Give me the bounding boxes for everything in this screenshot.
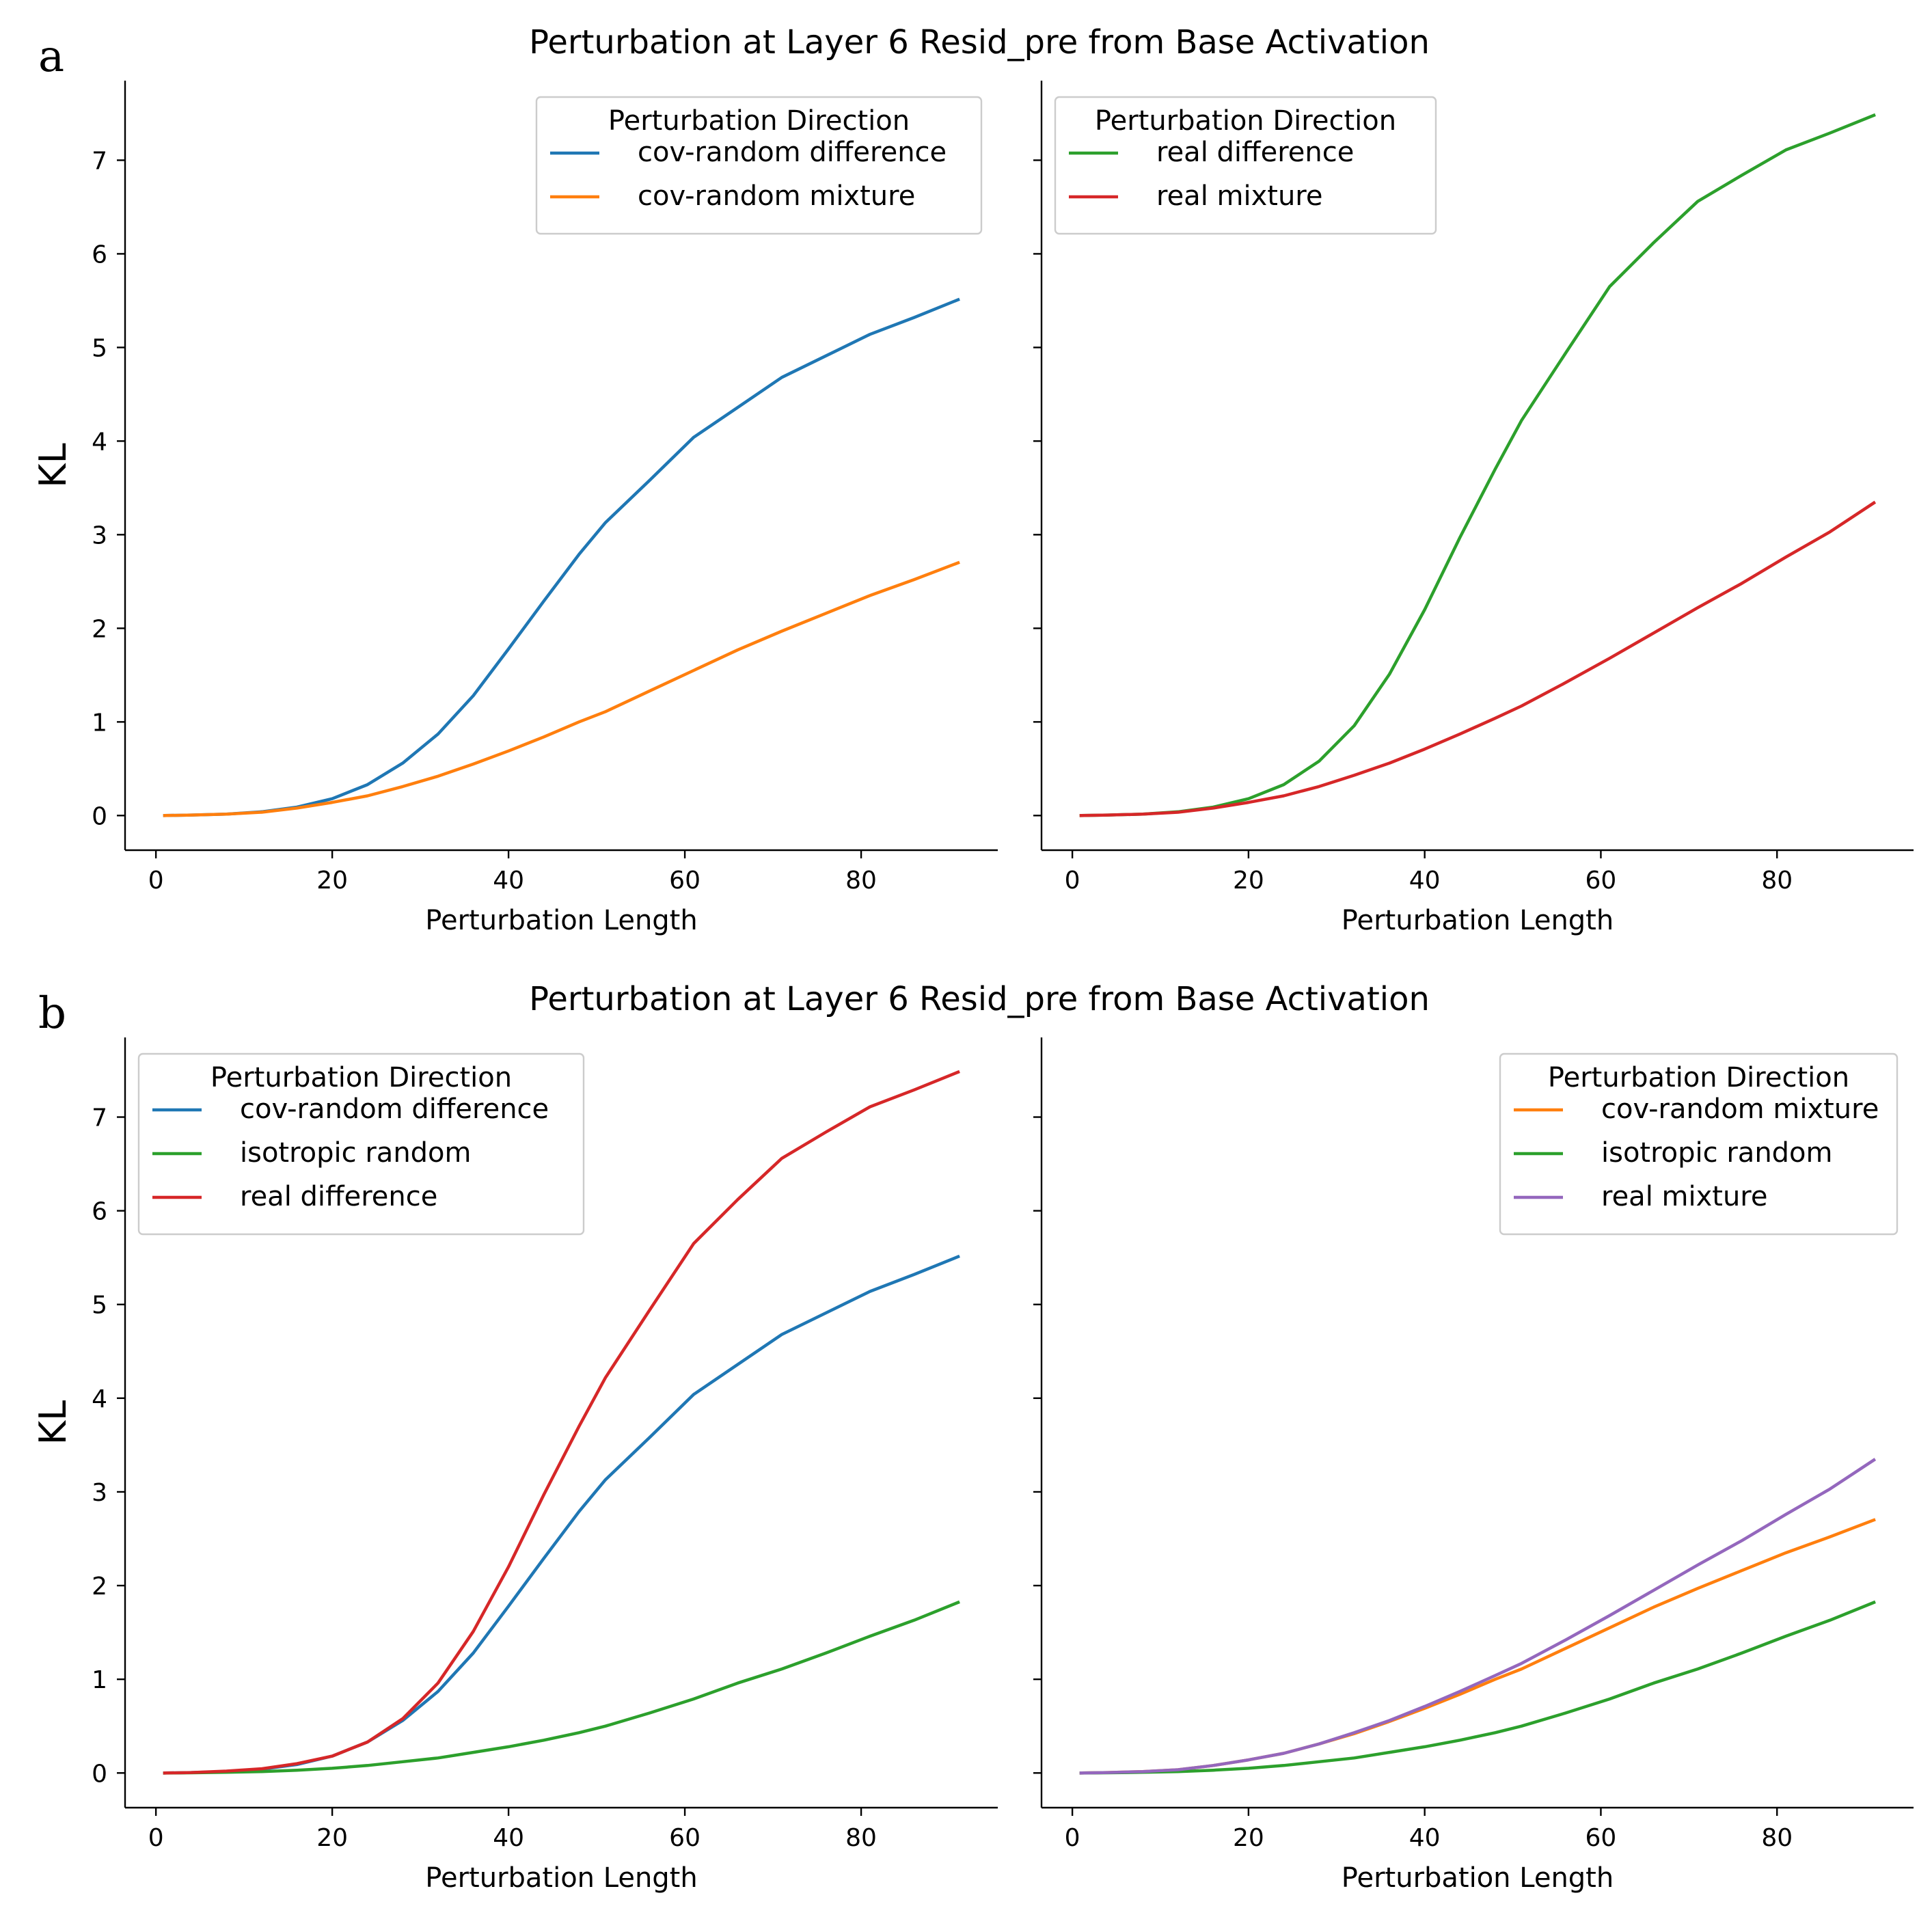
legend-entry-label: real mixture — [1156, 180, 1322, 212]
y-tick-label: 3 — [92, 521, 107, 549]
legend-entry-label: isotropic random — [1601, 1137, 1833, 1169]
legend-title: Perturbation Direction — [210, 1062, 512, 1093]
y-tick-label: 1 — [92, 1666, 107, 1694]
legend-title: Perturbation Direction — [608, 105, 910, 137]
x-tick-label: 40 — [493, 867, 524, 895]
x-tick-label: 60 — [669, 1824, 700, 1852]
y-tick-label: 6 — [92, 241, 107, 269]
series-line-isotropic-random — [1079, 1600, 1876, 1775]
x-tick-label: 20 — [316, 1824, 348, 1852]
series-line-real-mixture — [1079, 500, 1877, 817]
y-tick-label: 4 — [92, 428, 107, 456]
y-tick-label: 7 — [92, 1104, 107, 1132]
series-line-cov-random-mixture — [163, 560, 960, 817]
x-tick-label: 20 — [1233, 867, 1264, 895]
x-tick-label: 80 — [845, 1824, 877, 1852]
x-tick-label: 60 — [669, 867, 700, 895]
y-tick-label: 5 — [92, 334, 107, 362]
x-tick-label: 60 — [1586, 867, 1617, 895]
y-axis-label: KL — [31, 443, 74, 488]
y-axis-label: KL — [31, 1400, 74, 1445]
x-axis-label: Perturbation Length — [425, 905, 697, 936]
chart-a-left: 0 20 40 60 80 0 1 2 3 4 5 6 7 Perturbation Length KL Pe… — [31, 81, 998, 936]
x-tick-label: 20 — [316, 867, 348, 895]
x-tick-label: 80 — [1761, 867, 1793, 895]
y-tick-label: 6 — [92, 1198, 107, 1226]
legend-title: Perturbation Direction — [1548, 1062, 1849, 1093]
legend-entry-label: real difference — [240, 1181, 437, 1212]
legend-frame — [535, 96, 983, 235]
legend-frame — [1499, 1052, 1899, 1236]
x-tick-label: 0 — [1065, 1824, 1080, 1852]
legend-entry-label: isotropic random — [240, 1137, 472, 1169]
legend-entry-label: cov-random difference — [638, 137, 947, 168]
legend-frame — [137, 1052, 585, 1236]
panel-letter-a: a — [38, 31, 64, 82]
y-tick-label: 4 — [92, 1385, 107, 1413]
y-tick-label: 3 — [92, 1479, 107, 1507]
y-tick-label: 0 — [92, 1760, 107, 1788]
legend-entry-label: cov-random mixture — [638, 180, 915, 212]
suptitle-b: Perturbation at Layer 6 Resid_pre from B… — [529, 980, 1430, 1018]
y-tick-label: 2 — [92, 615, 107, 643]
legend-entry-label: cov-random difference — [240, 1093, 549, 1125]
x-tick-label: 40 — [493, 1824, 524, 1852]
x-tick-label: 0 — [148, 867, 164, 895]
x-axis-label: Perturbation Length — [1342, 1862, 1614, 1894]
panel-letter-b: b — [38, 988, 66, 1039]
x-axis-label: Perturbation Length — [425, 1862, 697, 1894]
x-tick-label: 40 — [1409, 1824, 1441, 1852]
x-tick-label: 80 — [845, 867, 877, 895]
legend-frame — [1054, 96, 1437, 235]
x-tick-label: 20 — [1233, 1824, 1264, 1852]
series-line-real-mixture — [1079, 1458, 1877, 1775]
legend-entry-label: real difference — [1156, 137, 1354, 168]
x-tick-label: 40 — [1409, 867, 1441, 895]
x-tick-label: 0 — [1065, 867, 1080, 895]
x-tick-label: 0 — [148, 1824, 164, 1852]
y-tick-label: 1 — [92, 709, 107, 737]
chart-b-right: 0 20 40 60 80 Perturbation Length Perturbation… — [1033, 1037, 1914, 1894]
chart-b-left: 0 20 40 60 80 0 1 2 3 4 5 6 7 Perturbation Length KL Pe… — [31, 1037, 998, 1894]
x-tick-label: 80 — [1761, 1824, 1793, 1852]
y-tick-label: 7 — [92, 147, 107, 175]
y-tick-label: 0 — [92, 802, 107, 830]
legend-entry-label: real mixture — [1601, 1181, 1767, 1212]
legend-entry-label: cov-random mixture — [1601, 1093, 1879, 1125]
legend-title: Perturbation Direction — [1095, 105, 1396, 137]
y-tick-label: 5 — [92, 1292, 107, 1320]
y-tick-label: 2 — [92, 1573, 107, 1601]
x-tick-label: 60 — [1586, 1824, 1617, 1852]
series-line-isotropic-random — [163, 1600, 960, 1775]
chart-a-right: 0 20 40 60 80 Perturbation Length Perturbation… — [1033, 81, 1914, 936]
x-axis-label: Perturbation Length — [1342, 905, 1614, 936]
series-line-real-difference — [163, 1070, 960, 1775]
suptitle-a: Perturbation at Layer 6 Resid_pre from B… — [529, 23, 1430, 62]
